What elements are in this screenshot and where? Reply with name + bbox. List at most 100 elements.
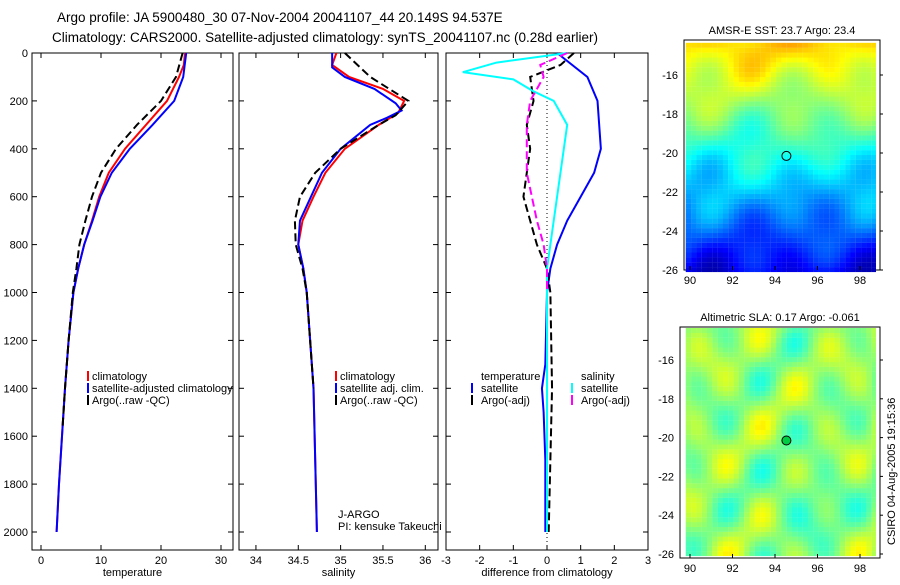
- heatmap-cell: [685, 366, 692, 372]
- heatmap-cell: [717, 164, 724, 170]
- heatmap-cell: [829, 91, 835, 97]
- heatmap-cell: [770, 96, 777, 102]
- heatmap-cell: [834, 488, 840, 494]
- heatmap-cell: [754, 145, 761, 151]
- heatmap-cell: [722, 507, 729, 513]
- heatmap-cell: [776, 52, 782, 58]
- heatmap-cell: [760, 47, 766, 53]
- heatmap-cell: [701, 218, 708, 224]
- heatmap-cell: [807, 101, 814, 107]
- heatmap-cell: [839, 526, 846, 532]
- heatmap-cell: [776, 376, 782, 382]
- heatmap-cell: [866, 252, 872, 258]
- heatmap-cell: [701, 521, 708, 527]
- heatmap-cell: [722, 213, 729, 219]
- heatmap-cell: [733, 130, 739, 136]
- heatmap-cell: [696, 526, 702, 532]
- heatmap-cell: [770, 347, 777, 353]
- heatmap-cell: [738, 159, 745, 165]
- heatmap-cell: [754, 395, 761, 401]
- heatmap-cell: [733, 391, 739, 397]
- heatmap-cell: [845, 57, 851, 63]
- heatmap-cell: [765, 150, 771, 156]
- heatmap-cell: [738, 67, 745, 73]
- heatmap-cell: [707, 386, 713, 392]
- heatmap-cell: [845, 337, 851, 343]
- heatmap-cell: [850, 57, 856, 63]
- heatmap-cell: [807, 111, 814, 117]
- heatmap-cell: [802, 203, 809, 209]
- heatmap-cell: [839, 531, 846, 537]
- heatmap-cell: [744, 257, 750, 263]
- heatmap-cell: [797, 415, 803, 421]
- heatmap-cell: [770, 439, 777, 445]
- heatmap-cell: [850, 76, 856, 82]
- heatmap-cell: [797, 198, 803, 204]
- heatmap-cell: [707, 198, 713, 204]
- heatmap-cell: [728, 203, 734, 209]
- heatmap-cell: [839, 203, 846, 209]
- heatmap-cell: [797, 193, 803, 199]
- heatmap-cell: [776, 228, 782, 234]
- heatmap-cell: [760, 512, 766, 518]
- heatmap-cell: [765, 267, 771, 273]
- heatmap-cell: [792, 96, 798, 102]
- x-tick-label: 92: [726, 563, 738, 575]
- heatmap-cell: [802, 357, 809, 363]
- heatmap-cell: [866, 391, 872, 397]
- heatmap-cell: [691, 120, 697, 126]
- heatmap-cell: [861, 400, 867, 406]
- heatmap-cell: [765, 342, 771, 348]
- heatmap-cell: [839, 47, 846, 53]
- heatmap-cell: [797, 536, 803, 542]
- heatmap-cell: [691, 357, 697, 363]
- heatmap-cell: [781, 228, 787, 234]
- heatmap-cell: [792, 62, 798, 68]
- heatmap-cell: [696, 120, 702, 126]
- heatmap-cell: [770, 517, 777, 523]
- heatmap-cell: [701, 232, 708, 238]
- heatmap-cell: [823, 497, 830, 503]
- heatmap-cell: [760, 81, 766, 87]
- heatmap-cell: [701, 42, 708, 48]
- heatmap-cell: [807, 125, 814, 131]
- heatmap-cell: [792, 150, 798, 156]
- heatmap-cell: [717, 232, 724, 238]
- heatmap-cell: [855, 125, 862, 131]
- heatmap-cell: [792, 111, 798, 117]
- heatmap-cell: [792, 454, 798, 460]
- heatmap-cell: [691, 405, 697, 411]
- heatmap-cell: [765, 145, 771, 151]
- heatmap-cell: [722, 366, 729, 372]
- heatmap-cell: [744, 57, 750, 63]
- heatmap-cell: [845, 96, 851, 102]
- heatmap-cell: [813, 184, 819, 190]
- heatmap-cell: [802, 420, 809, 426]
- heatmap-cell: [776, 198, 782, 204]
- legend-label: Argo(-adj): [481, 395, 530, 407]
- heatmap-cell: [823, 328, 830, 333]
- heatmap-cell: [685, 96, 692, 102]
- heatmap-cell: [712, 57, 718, 63]
- heatmap-cell: [813, 415, 819, 421]
- x-tick-label: 96: [811, 563, 823, 575]
- heatmap-cell: [818, 223, 824, 229]
- heatmap-cell: [707, 410, 713, 416]
- heatmap-cell: [749, 252, 755, 258]
- heatmap-cell: [855, 67, 862, 73]
- heatmap-cell: [850, 439, 856, 445]
- heatmap-cell: [691, 488, 697, 494]
- heatmap-cell: [696, 106, 702, 112]
- heatmap-cell: [770, 262, 777, 268]
- heatmap-cell: [797, 184, 803, 190]
- heatmap-cell: [813, 111, 819, 117]
- heatmap-cell: [781, 193, 787, 199]
- heatmap-cell: [765, 198, 771, 204]
- heatmap-cell: [861, 184, 867, 190]
- heatmap-cell: [850, 198, 856, 204]
- heatmap-cell: [845, 492, 851, 498]
- heatmap-cell: [871, 213, 876, 219]
- heatmap-cell: [797, 337, 803, 343]
- heatmap-cell: [691, 439, 697, 445]
- heatmap-cell: [717, 52, 724, 58]
